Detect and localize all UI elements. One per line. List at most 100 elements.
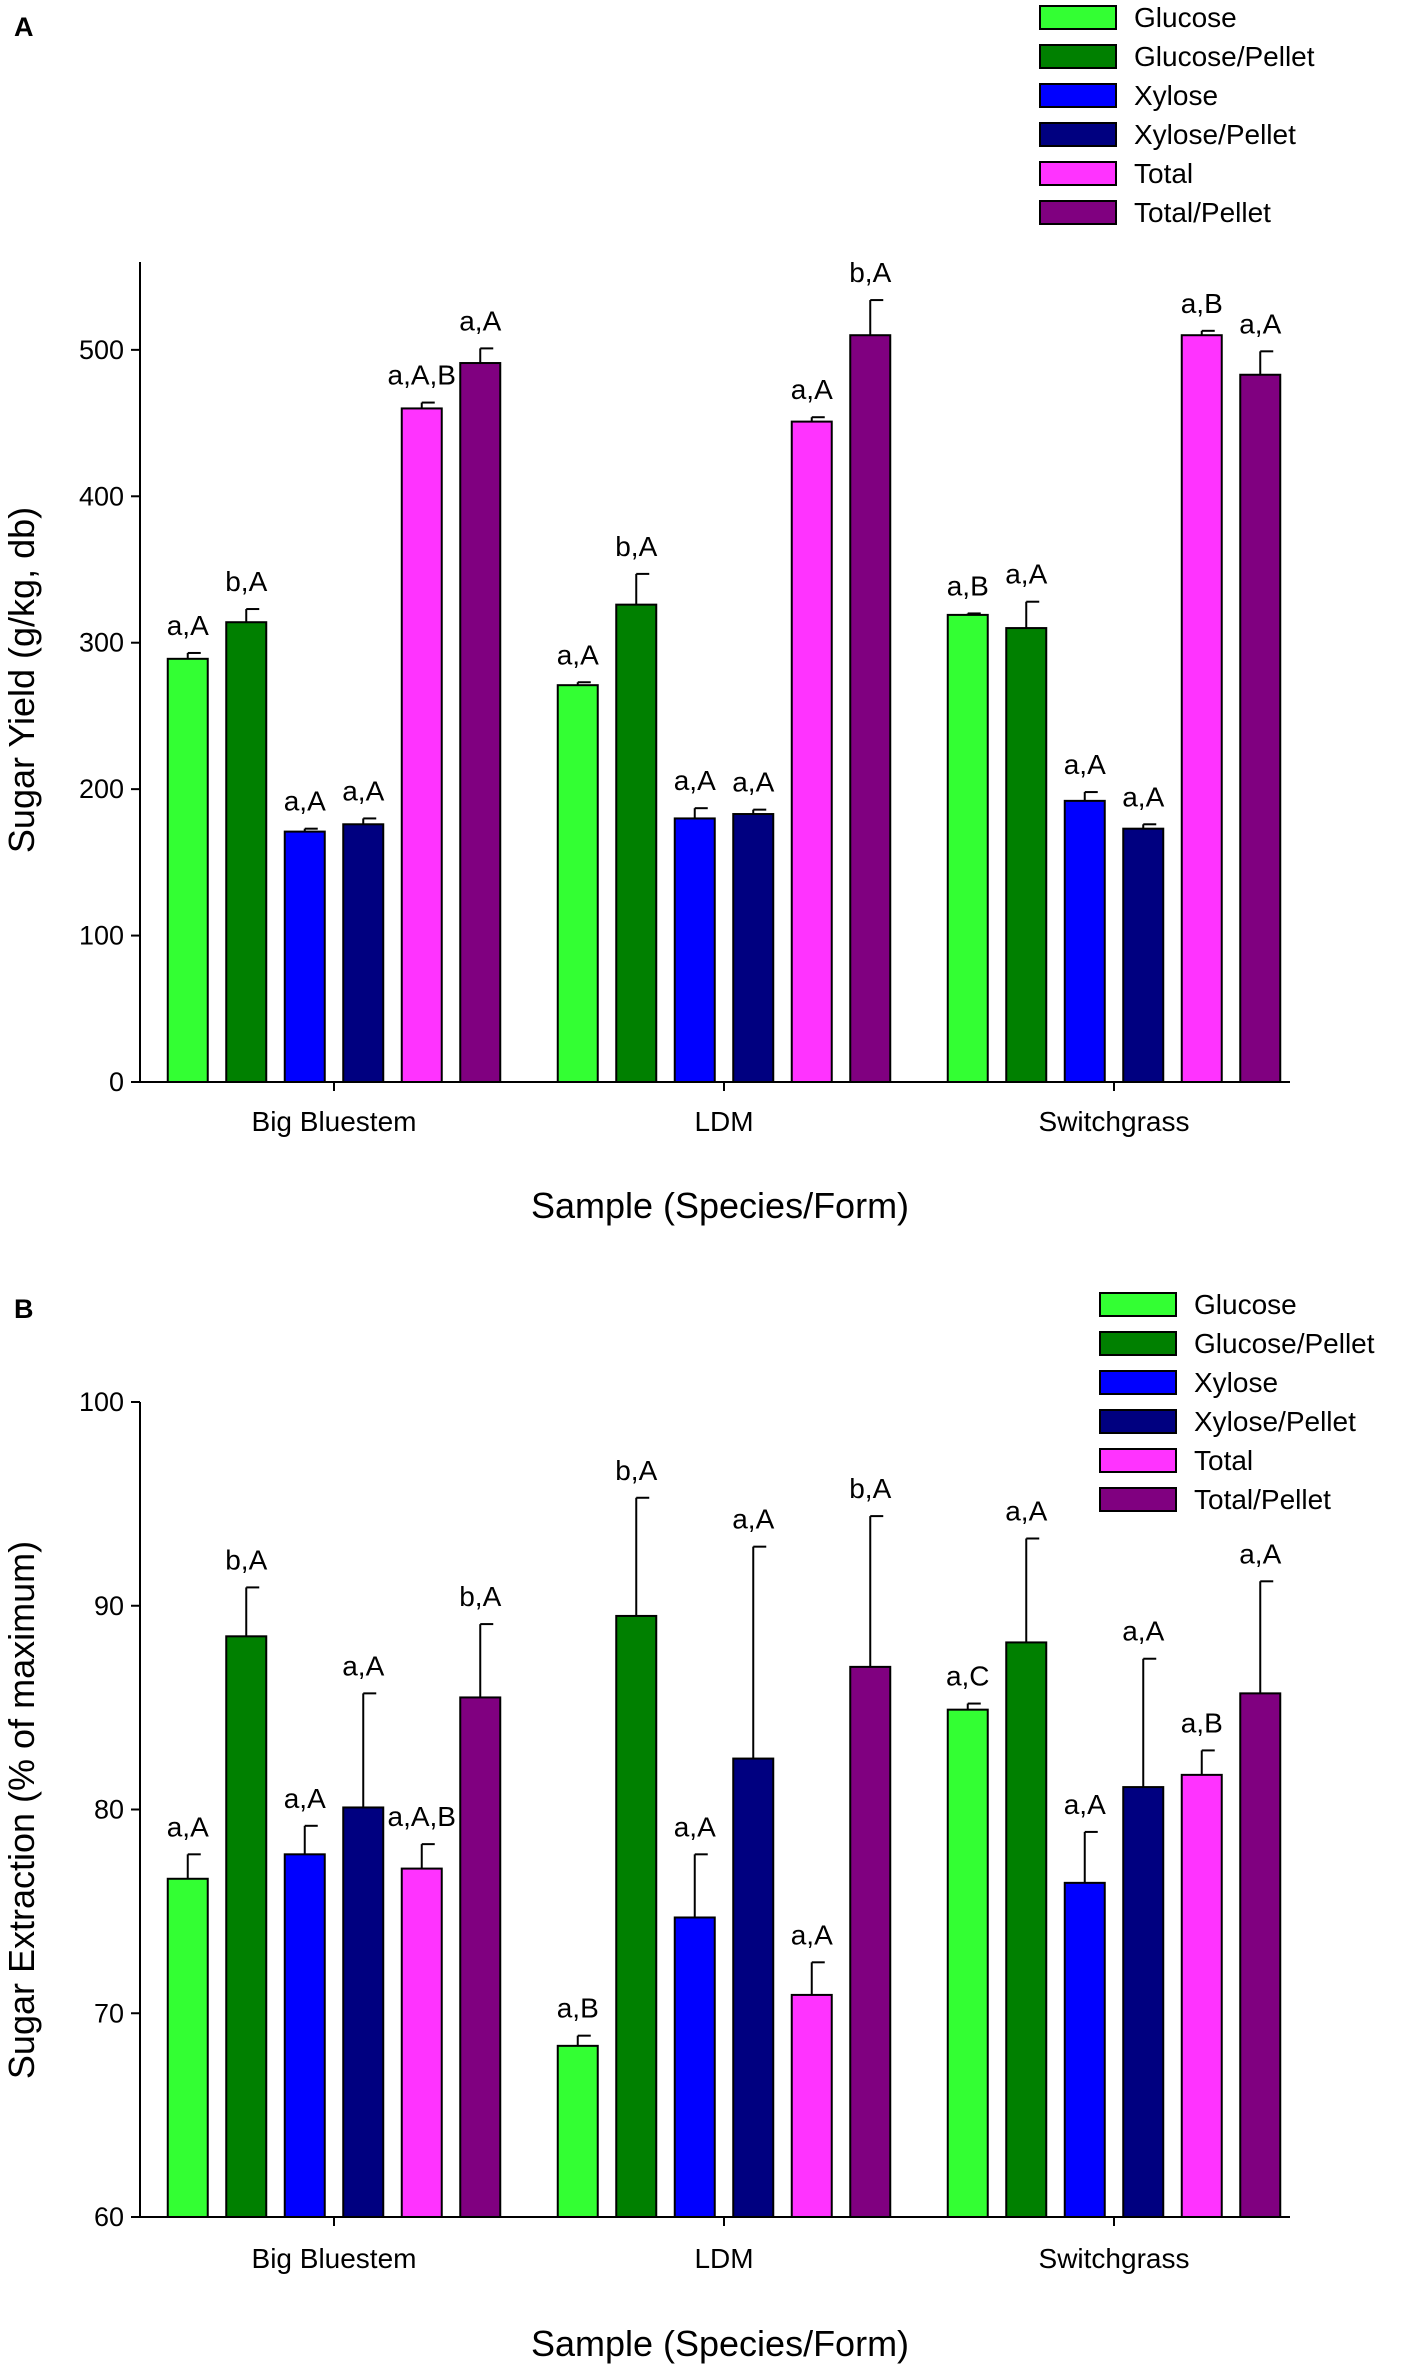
legend-label: Total/Pellet (1194, 1484, 1331, 1515)
legend-swatch (1039, 200, 1117, 225)
bar (1180, 334, 1223, 1083)
significance-label: a,A (1005, 1496, 1047, 1527)
significance-label: a,A (1239, 308, 1281, 339)
significance-label: a,A (674, 1811, 716, 1842)
significance-label: a,A (284, 786, 326, 817)
legend-label: Xylose/Pellet (1194, 1406, 1356, 1437)
significance-label: a,A (1122, 1616, 1164, 1647)
significance-label: a,A (1064, 749, 1106, 780)
significance-label: a,B (1181, 288, 1223, 319)
x-tick-label: Big Bluestem (252, 2243, 417, 2274)
bar (400, 1867, 443, 2219)
bar (1180, 1773, 1223, 2219)
legend-swatch (1099, 1370, 1177, 1395)
bar (400, 407, 443, 1083)
significance-label: a,A (1239, 1538, 1281, 1569)
x-tick-label: LDM (694, 2243, 753, 2274)
significance-label: a,A (732, 767, 774, 798)
significance-label: a,A (167, 1811, 209, 1842)
legend-label: Total (1134, 158, 1193, 189)
bar (342, 823, 385, 1083)
legend-swatch (1039, 44, 1117, 69)
bar (615, 1614, 658, 2218)
significance-label: a,A,B (388, 360, 456, 391)
panel-letter-a: A (14, 12, 34, 42)
legend-label: Xylose/Pellet (1134, 119, 1296, 150)
bar (790, 1993, 833, 2218)
significance-label: b,A (615, 1455, 657, 1486)
y-tick-label: 60 (94, 2202, 124, 2232)
significance-label: a,B (947, 570, 989, 601)
bar (1063, 799, 1106, 1083)
significance-label: a,A (1122, 781, 1164, 812)
y-tick-label: 70 (94, 1998, 124, 2028)
bar (1122, 1786, 1165, 2219)
y-tick-label: 0 (109, 1067, 124, 1097)
y-tick-label: 300 (79, 628, 124, 658)
legend-label: Total (1194, 1445, 1253, 1476)
significance-label: b,A (849, 257, 891, 288)
bar (1239, 373, 1282, 1083)
panel-a: A Glucose Glucose/Pellet Xylose Xylose/Pell… (1, 2, 1315, 1226)
significance-label: b,A (225, 566, 267, 597)
y-tick-label: 200 (79, 774, 124, 804)
significance-label: a,B (557, 1993, 599, 2024)
bar (946, 1708, 989, 2218)
legend-swatch (1099, 1292, 1177, 1317)
y-tick-label: 400 (79, 481, 124, 511)
bar (225, 621, 268, 1083)
bar (166, 1877, 209, 2219)
significance-label: a,B (1181, 1707, 1223, 1738)
bar (946, 613, 989, 1084)
y-tick-label: 100 (79, 1387, 124, 1417)
bar (673, 817, 716, 1084)
significance-label: a,C (946, 1661, 990, 1692)
x-axis-title-b: Sample (Species/Form) (531, 2323, 909, 2364)
y-tick-label: 90 (94, 1591, 124, 1621)
bars-a: a,A a,A a,B b,A b,A a,A a,A a,A a,A a,A a,A a,A a,A,… (166, 257, 1282, 1084)
legend-a: Glucose Glucose/Pellet Xylose Xylose/Pellet… (1039, 2, 1315, 228)
y-axis-title-a: Sugar Yield (g/kg, db) (1, 507, 42, 853)
x-ticks-a: Big Bluestem LDM Switchgrass (252, 1082, 1189, 1137)
significance-label: a,A (557, 639, 599, 670)
bar (166, 657, 209, 1083)
bar (732, 1757, 775, 2218)
significance-label: a,A,B (388, 1801, 456, 1832)
significance-label: a,A (167, 610, 209, 641)
significance-label: a,A (674, 765, 716, 796)
bar (673, 1916, 716, 2219)
bar (790, 420, 833, 1084)
bar (1122, 827, 1165, 1084)
bar (1063, 1881, 1106, 2218)
bar (556, 684, 599, 1084)
y-tick-label: 100 (79, 921, 124, 951)
significance-label: a,A (342, 775, 384, 806)
bars-b: a,A a,B a,C b,A b,A a,A a,A a,A a,A a,A a,A a,A a,A,… (166, 1455, 1282, 2219)
significance-label: b,A (459, 1581, 501, 1612)
legend-swatch (1099, 1409, 1177, 1434)
legend-label: Glucose/Pellet (1134, 41, 1315, 72)
y-tick-label: 500 (79, 335, 124, 365)
legend-label: Total/Pellet (1134, 197, 1271, 228)
legend-swatch (1039, 5, 1117, 30)
bar (225, 1635, 268, 2218)
significance-label: a,A (1064, 1789, 1106, 1820)
legend-swatch (1099, 1487, 1177, 1512)
x-tick-label: LDM (694, 1106, 753, 1137)
legend-swatch (1039, 83, 1117, 108)
bar (1005, 627, 1048, 1083)
significance-label: b,A (615, 531, 657, 562)
significance-label: a,A (732, 1504, 774, 1535)
bar (459, 1696, 502, 2218)
bar (849, 334, 892, 1083)
bar (459, 362, 502, 1083)
bar (849, 1665, 892, 2218)
legend-swatch (1099, 1448, 1177, 1473)
significance-label: a,A (1005, 559, 1047, 590)
bar (615, 603, 658, 1084)
bar (556, 2044, 599, 2218)
x-tick-label: Switchgrass (1039, 2243, 1190, 2274)
bar (732, 813, 775, 1083)
y-ticks-b: 60 70 80 90 100 (79, 1387, 140, 2232)
